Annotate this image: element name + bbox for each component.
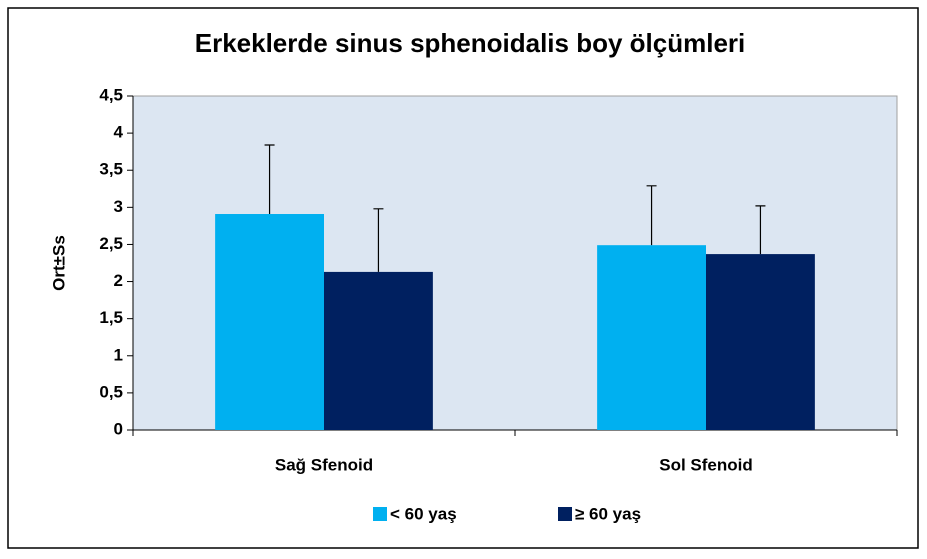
y-tick-label: 1,5 (99, 308, 123, 327)
y-tick-label: 2,5 (99, 234, 123, 253)
y-axis-label: Ort±Ss (49, 235, 68, 291)
legend-swatch (558, 507, 572, 521)
bar (706, 254, 815, 430)
bar (324, 271, 433, 430)
error-bar (646, 185, 657, 246)
legend-swatch (373, 507, 387, 521)
chart-title: Erkeklerde sinus sphenoidalis boy ölçüml… (195, 28, 746, 58)
bar (597, 245, 706, 430)
error-bar (373, 208, 384, 272)
y-tick-label: 0 (114, 419, 123, 438)
y-tick-label: 4 (114, 123, 124, 142)
error-bar (264, 144, 275, 215)
error-bar (755, 205, 766, 255)
y-tick-label: 4,5 (99, 85, 123, 104)
y-tick-label: 2 (114, 271, 123, 290)
y-tick-label: 3,5 (99, 160, 123, 179)
y-tick-label: 1 (114, 345, 123, 364)
y-tick-label: 0,5 (99, 382, 123, 401)
legend-label: ≥ 60 yaş (575, 504, 641, 523)
x-tick-label: Sol Sfenoid (659, 455, 753, 474)
legend-label: < 60 yaş (390, 504, 457, 523)
y-tick-label: 3 (114, 197, 123, 216)
x-tick-label: Sağ Sfenoid (275, 455, 373, 474)
bar (215, 214, 324, 430)
